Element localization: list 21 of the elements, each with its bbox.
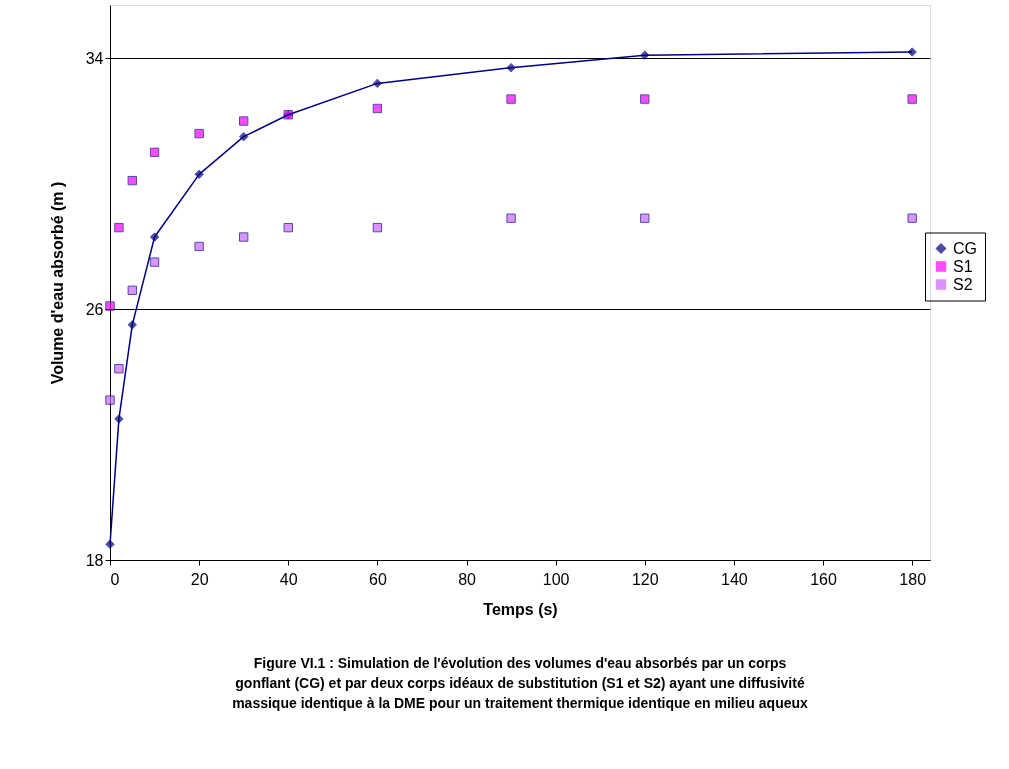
x-tick-label: 100	[542, 570, 570, 588]
legend-label: S2	[953, 275, 973, 293]
y-tick-label: 26	[85, 300, 104, 318]
x-tick-label: 40	[279, 570, 298, 588]
x-tick-label: 60	[368, 570, 387, 588]
y-tick-label: 34	[85, 49, 104, 67]
x-tick-label: 20	[190, 570, 209, 588]
y-axis-title: Volume d'eau absorbé (m )	[48, 181, 66, 385]
text: Figure VI.1 : Simulation de l'évolution des volumes d'eau absorbés par un corps	[253, 655, 787, 671]
x-axis-title: Temps (s)	[483, 600, 558, 618]
x-tick-label: 80	[458, 570, 477, 588]
x-tick-label: 160	[810, 570, 837, 588]
text: massique identique à la DME pour un traitement thermique identique en milieu aqueux	[232, 695, 809, 711]
x-tick-label: 180	[899, 570, 927, 588]
x-tick-label: 0	[110, 570, 120, 588]
y-tick-label: 18	[85, 551, 104, 569]
legend-label: CG	[953, 239, 977, 257]
x-tick-label: 120	[631, 570, 659, 588]
x-tick-label: 140	[721, 570, 748, 588]
text: gonflant (CG) et par deux corps idéaux de substitution (S1 et S2) ayant une diffusivité	[235, 675, 805, 691]
legend-label: S1	[953, 257, 973, 275]
